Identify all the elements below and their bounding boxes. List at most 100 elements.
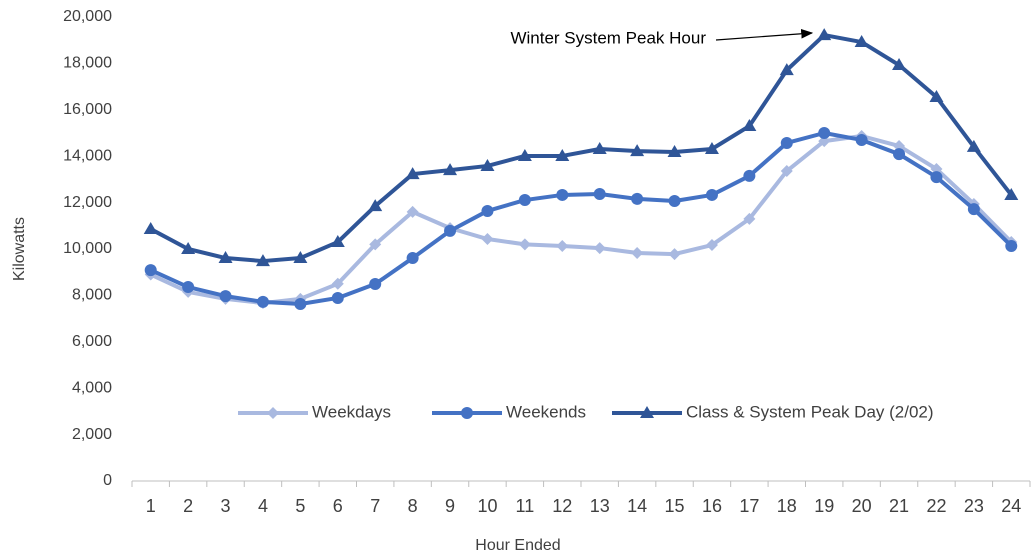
annotation: Winter System Peak Hour: [510, 28, 706, 47]
y-tick-label: 2,000: [72, 426, 112, 443]
marker: [668, 248, 681, 261]
y-tick-label: 4,000: [72, 379, 112, 396]
x-tick-label: 17: [739, 496, 759, 516]
marker: [218, 251, 233, 264]
marker: [518, 194, 531, 207]
marker: [743, 212, 756, 225]
marker: [1004, 187, 1019, 200]
y-tick-label: 18,000: [63, 55, 112, 72]
x-tick-label: 11: [516, 496, 535, 516]
marker: [481, 204, 494, 217]
marker: [929, 90, 944, 103]
x-tick-label: 6: [333, 496, 343, 516]
marker: [331, 277, 344, 290]
marker: [743, 169, 756, 182]
x-tick-label: 16: [702, 496, 722, 516]
marker: [182, 281, 195, 294]
y-tick-label: 12,000: [63, 194, 112, 211]
marker: [892, 58, 907, 71]
marker: [443, 163, 458, 176]
marker: [330, 235, 345, 248]
marker: [705, 188, 718, 201]
y-axis-label: Kilowatts: [11, 217, 28, 281]
marker: [818, 127, 831, 139]
marker: [556, 239, 569, 252]
marker: [631, 246, 644, 259]
x-tick-label: 21: [889, 496, 909, 516]
x-tick-label: 7: [370, 496, 380, 516]
series-line: [149, 134, 1013, 306]
marker: [369, 238, 382, 251]
x-tick-label: 20: [852, 496, 872, 516]
marker: [817, 28, 832, 41]
marker: [667, 145, 682, 158]
legend-label: Weekdays: [312, 402, 391, 421]
x-tick-label: 1: [146, 496, 156, 516]
marker: [144, 264, 157, 277]
marker: [780, 165, 793, 178]
marker: [556, 188, 569, 201]
y-tick-label: 6,000: [72, 333, 112, 350]
marker: [930, 171, 943, 184]
marker: [640, 406, 654, 418]
marker: [444, 224, 457, 237]
marker: [855, 133, 868, 146]
marker: [267, 407, 279, 419]
marker: [966, 139, 981, 152]
marker: [893, 148, 906, 161]
y-tick-label: 10,000: [63, 240, 112, 257]
x-tick-label: 9: [445, 496, 455, 516]
x-tick-label: 2: [183, 496, 193, 516]
marker: [480, 158, 495, 171]
marker: [742, 119, 757, 132]
x-tick-label: 3: [221, 496, 231, 516]
marker: [405, 167, 420, 180]
x-tick-label: 18: [777, 496, 797, 516]
marker: [518, 238, 531, 251]
marker: [592, 142, 607, 155]
x-tick-label: 24: [1001, 496, 1021, 516]
marker: [705, 239, 718, 252]
x-tick-label: 13: [590, 496, 610, 516]
marker: [143, 222, 158, 235]
x-tick-label: 19: [814, 496, 834, 516]
marker: [967, 203, 980, 216]
y-tick-label: 14,000: [63, 147, 112, 164]
legend-label: Class & System Peak Day (2/02): [686, 402, 934, 421]
marker: [369, 278, 382, 291]
marker: [461, 407, 473, 419]
x-tick-label: 10: [477, 496, 497, 516]
x-axis-label: Hour Ended: [475, 537, 560, 554]
marker: [630, 144, 645, 157]
x-tick-label: 14: [627, 496, 647, 516]
x-tick-label: 5: [295, 496, 305, 516]
marker: [406, 252, 419, 265]
x-tick-label: 22: [926, 496, 946, 516]
marker: [517, 148, 532, 161]
x-tick-label: 4: [258, 496, 268, 516]
marker: [368, 199, 383, 212]
marker: [780, 136, 793, 149]
marker: [593, 242, 606, 255]
marker: [256, 295, 269, 308]
x-tick-label: 23: [964, 496, 984, 516]
annotation-arrow: [715, 28, 814, 41]
marker: [631, 192, 644, 205]
marker: [704, 142, 719, 155]
y-tick-label: 16,000: [63, 101, 112, 118]
marker: [294, 297, 307, 310]
marker: [255, 254, 270, 267]
x-tick-label: 12: [552, 496, 572, 516]
y-tick-label: 20,000: [63, 8, 112, 25]
marker: [593, 188, 606, 201]
marker: [1005, 239, 1018, 252]
marker: [668, 194, 681, 207]
marker: [481, 233, 494, 246]
marker: [854, 35, 869, 48]
series-line: [149, 131, 1013, 306]
y-tick-label: 8,000: [72, 287, 112, 304]
marker: [406, 205, 419, 218]
marker: [331, 291, 344, 304]
marker: [181, 242, 196, 254]
